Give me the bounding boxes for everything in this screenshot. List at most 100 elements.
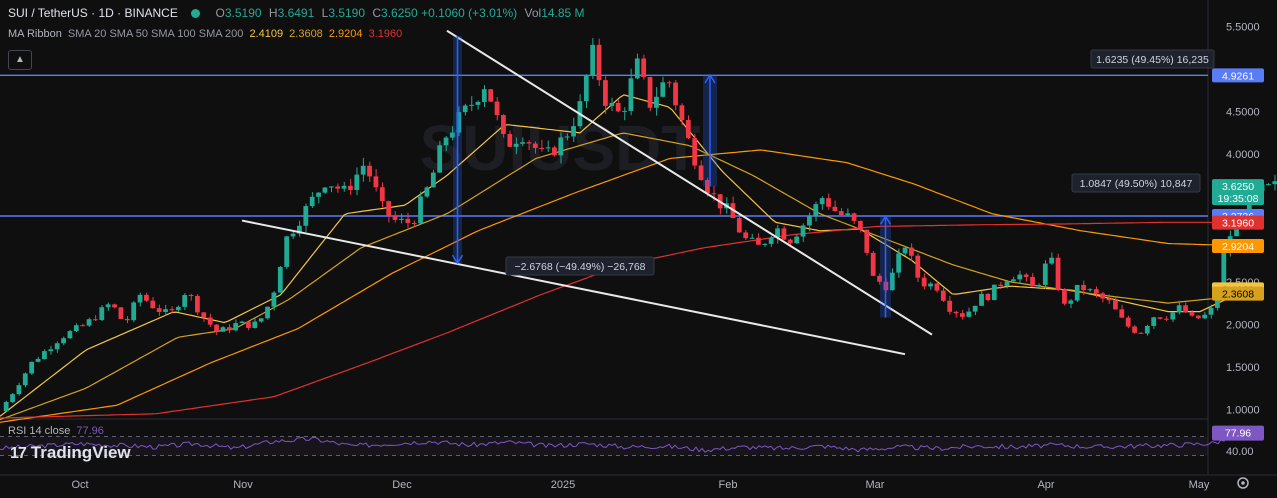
candle-body [692,138,698,166]
candle-body [1144,325,1150,334]
candle-body [124,318,130,321]
sma50-value: 2.3608 [289,28,323,40]
candle-body [1074,284,1080,301]
candle-body [271,292,277,307]
candle-body [1119,309,1125,318]
candle-body [909,247,914,256]
candle-body [705,179,710,194]
candle-body [851,213,857,221]
candle-body [826,198,831,207]
candle-body [991,284,997,301]
candle-body [756,237,761,245]
candle-body [966,311,972,317]
high-key: H [268,6,278,20]
candle-body [354,174,360,190]
candle-body [48,349,54,352]
candle-body [947,300,953,312]
candle-body [928,283,933,287]
candle-body [494,101,500,116]
collapse-legend-button[interactable]: ▲ [8,50,32,70]
rsi-legend[interactable]: RSI 14 close 77.96 [8,425,104,437]
rsi-axis-tick: 40.00 [1226,446,1254,458]
candle-body [309,196,315,207]
candle-body [1132,326,1137,333]
candle-body [93,319,98,321]
candle-body [258,318,264,322]
x-tick-label: Apr [1037,479,1054,491]
candle-body [405,218,411,224]
candle-body [373,176,379,188]
candle-body [571,126,576,137]
rsi-value-text: 77.96 [76,425,104,437]
candle-body [10,394,15,403]
candle-body [787,239,793,244]
vol-value: 14.85 M [541,6,585,20]
candle-body [335,186,341,189]
price-axis-label [1212,215,1264,230]
candle-body [80,325,86,327]
price-axis-label [1212,179,1264,206]
sma20-value: 2.4109 [249,28,284,40]
candle-body [22,373,28,386]
candle-body [360,165,366,175]
rsi-name: RSI 14 close [8,425,71,437]
candle-body [73,325,79,332]
candle-body [1062,289,1067,304]
candle-body [1081,284,1086,291]
candle-body [150,300,156,309]
candle-body [418,196,423,224]
candle-body [794,236,800,244]
candle-body [488,89,494,102]
candle-body [915,255,921,278]
candle-body [934,283,940,291]
open-value: 3.5190 [224,6,262,20]
low-value: 3.5190 [328,6,366,20]
tradingview-logo[interactable]: 17 TradingView [10,443,131,463]
candle-body [845,213,851,216]
candle-body [609,102,615,106]
x-tick-label: Oct [71,479,88,491]
candle-body [348,185,353,190]
candle-body [634,58,640,79]
candle-body [443,137,449,146]
candle-body [998,284,1004,286]
candle-body [239,321,245,324]
countdown-label-text: 19:35:08 [1218,193,1259,205]
candle-body [775,228,780,238]
candle-body [156,308,162,312]
candle-body [1246,196,1252,217]
sma200-value: 3.1960 [368,28,403,40]
measure-arrowhead-icon [879,214,892,225]
candle-body [29,361,35,374]
candle-body [42,351,47,359]
indicator-name: MA Ribbon [8,28,62,40]
candle-body [1266,184,1271,186]
symbol-title[interactable]: SUI / TetherUS · 1D · BINANCE [8,6,178,20]
candle-body [207,317,213,325]
candle-body [265,306,270,319]
candle-body [322,187,328,193]
candle-body [972,305,978,312]
candle-body [341,185,347,189]
candle-body [1087,289,1093,291]
candle-body [175,306,181,311]
y-tick-label: 5.5000 [1226,22,1260,34]
candle-body [61,338,66,344]
candle-body [673,82,678,106]
candle-body [246,321,251,328]
candle-body [367,165,372,177]
candle-body [558,137,564,156]
indicator-legend[interactable]: MA Ribbon SMA 20 SMA 50 SMA 100 SMA 200 … [8,28,405,40]
candle-body [144,294,149,301]
candle-body [1195,315,1201,319]
x-tick-label: 2025 [551,479,575,491]
candle-body [462,105,468,113]
candle-body [220,327,226,332]
candle-body [513,143,519,147]
candle-body [163,309,168,312]
candle-body [666,82,672,84]
candle-body [399,218,404,220]
candle-body [1176,305,1182,313]
